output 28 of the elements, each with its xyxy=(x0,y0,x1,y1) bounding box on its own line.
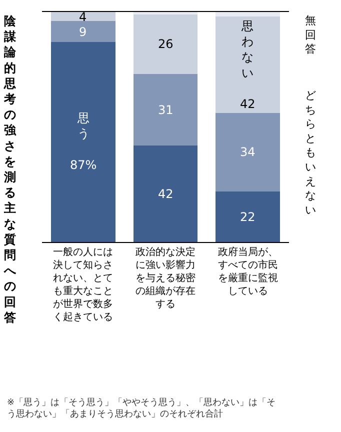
bar xyxy=(216,12,280,17)
bar xyxy=(216,16,280,114)
data-label: 9 xyxy=(79,25,87,39)
x-tick-label: 一般の人には決して知らされない、とても重大なことが世界で数多く起きている xyxy=(53,247,114,323)
x-tick-label: 政府当局が、すべての市民を厳重に監視している xyxy=(218,246,278,297)
data-label: 22 xyxy=(240,210,256,224)
data-label: 31 xyxy=(158,103,174,117)
data-label: 42 xyxy=(240,97,256,111)
data-label: 26 xyxy=(158,37,174,51)
bar xyxy=(133,74,198,146)
series-label: 思わない xyxy=(240,19,254,80)
text: 無回答 xyxy=(305,14,316,56)
series-label: 思う xyxy=(76,111,90,141)
bar xyxy=(216,113,280,192)
data-label: 34 xyxy=(240,145,256,159)
bar xyxy=(216,191,280,242)
bar xyxy=(51,21,116,42)
bar xyxy=(133,145,198,242)
x-tick-label: 政治的な決定に強い影響力を与える秘密の組織が存在する xyxy=(136,246,196,310)
bar xyxy=(51,12,116,22)
chart-title: 陰謀論的思考の強さを測る主な質問への回答 xyxy=(4,14,16,324)
text: ※「思う」は「そう思う」「ややそう思う」、「思わない」は「そう思わない」「あまりそう思わない」のそれぞれ合計 xyxy=(7,397,276,420)
text: どちらともいえない xyxy=(305,89,316,216)
data-label: 4 xyxy=(79,10,87,24)
data-label: 42 xyxy=(158,187,174,201)
bar xyxy=(51,42,116,242)
data-label: 87% xyxy=(70,158,97,172)
bar xyxy=(133,14,198,74)
